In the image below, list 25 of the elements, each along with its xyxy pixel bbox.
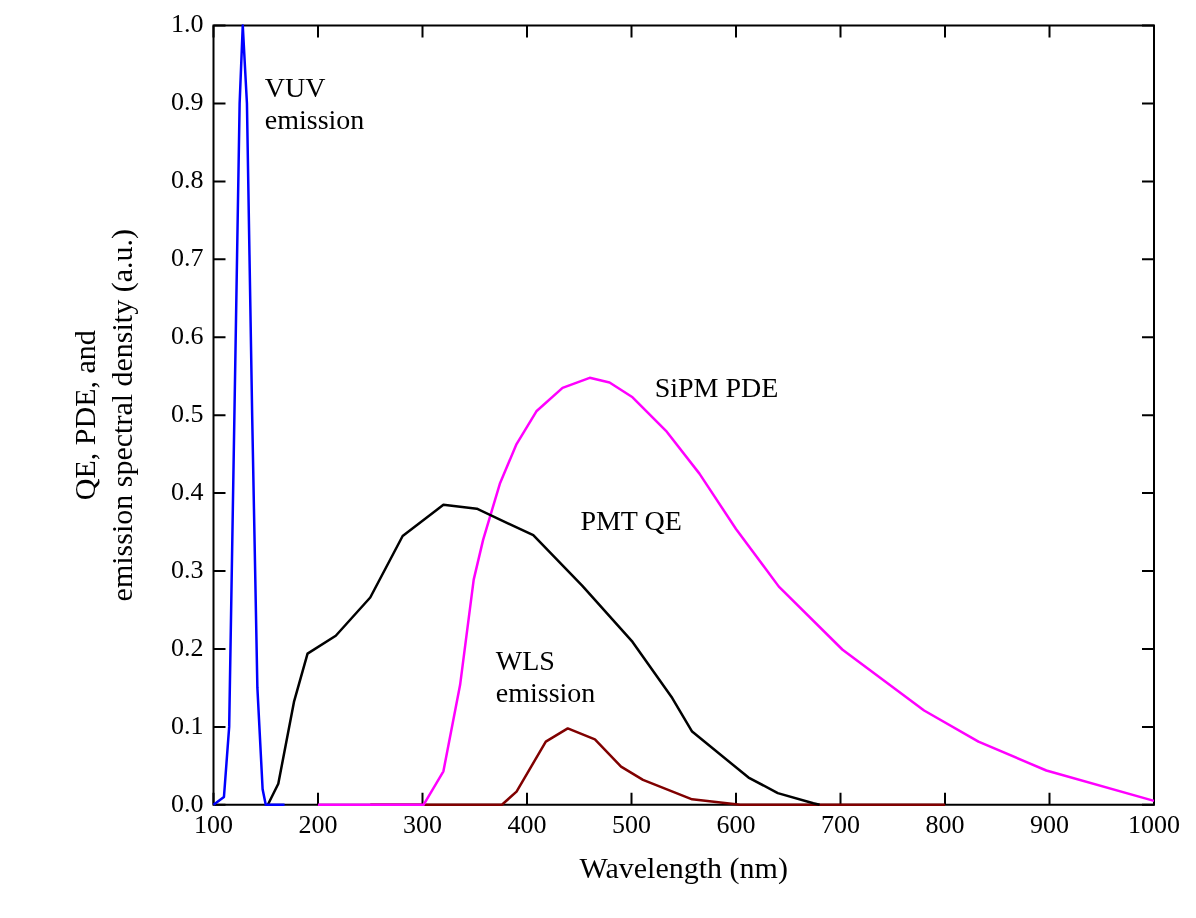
y-tick-label: 0.9 xyxy=(171,87,204,117)
series-label: WLS emission xyxy=(495,644,596,708)
series-label: PMT QE xyxy=(580,505,682,537)
x-axis-title: Wavelength (nm) xyxy=(579,850,788,885)
x-tick-label: 600 xyxy=(716,810,756,840)
x-tick-label: 700 xyxy=(821,810,860,840)
y-tick-label: 0.7 xyxy=(171,243,204,273)
y-axis-title: QE, PDE, and emission spectral density (a.u.) xyxy=(67,228,140,602)
y-tick-label: 0.3 xyxy=(171,554,204,584)
series-label: VUV emission xyxy=(264,71,365,135)
y-tick-label: 0.4 xyxy=(171,476,204,506)
y-tick-label: 0.5 xyxy=(171,399,204,429)
x-tick-label: 500 xyxy=(612,810,651,840)
y-tick-label: 0.2 xyxy=(171,632,204,662)
x-tick-label: 400 xyxy=(507,810,547,840)
x-tick-label: 800 xyxy=(925,810,965,840)
x-tick-label: 200 xyxy=(298,810,338,840)
x-tick-label: 1000 xyxy=(1128,810,1180,840)
y-tick-label: 0.8 xyxy=(171,165,204,195)
x-tick-label: 300 xyxy=(403,810,442,840)
y-tick-label: 0.1 xyxy=(171,710,204,740)
series-label: SiPM PDE xyxy=(654,372,779,404)
y-tick-label: 0.6 xyxy=(171,321,204,351)
y-tick-label: 1.0 xyxy=(171,9,204,39)
x-tick-label: 900 xyxy=(1030,810,1069,840)
